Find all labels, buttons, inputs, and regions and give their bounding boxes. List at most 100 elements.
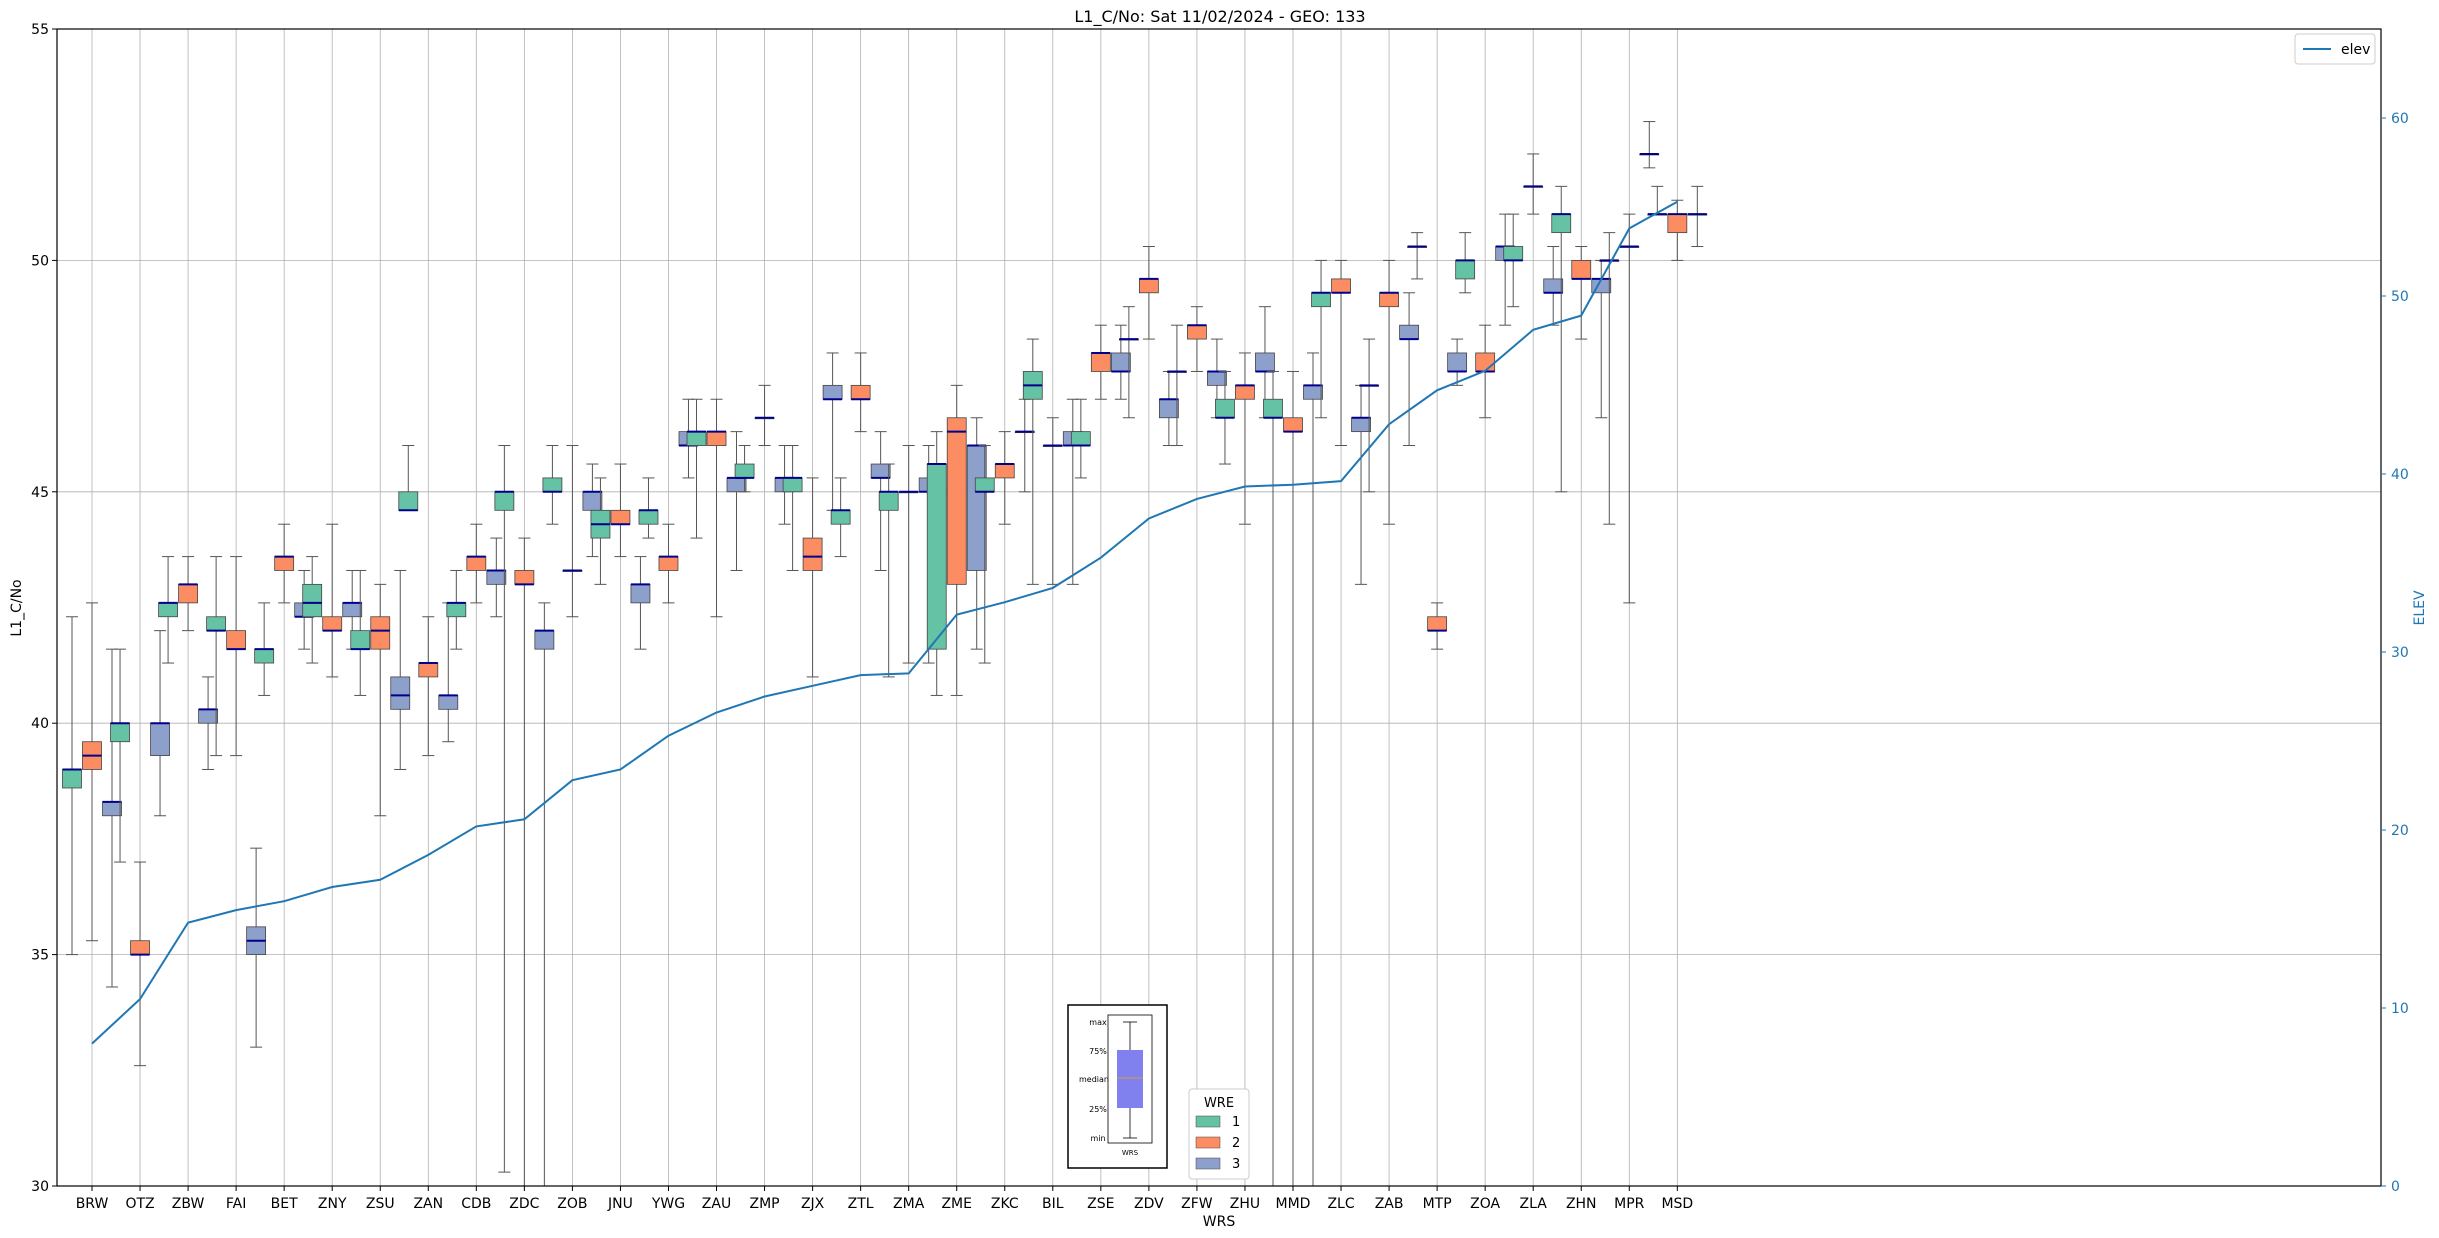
plot-frame: [56, 28, 2382, 1187]
wre-legend-swatch: [1195, 1115, 1221, 1128]
box-wre-2: [226, 630, 247, 650]
box-wre-2: [1427, 616, 1448, 632]
box-wre-2: [850, 384, 871, 400]
box-wre-2: [994, 463, 1015, 479]
box-wre-1: [494, 491, 515, 511]
box-wre-2: [1667, 213, 1688, 234]
x-tick-label: ZKC: [991, 1196, 1019, 1212]
box-wre-3: [870, 463, 891, 479]
wre-legend-label: 2: [1232, 1136, 1240, 1151]
box-wre-2: [322, 616, 343, 632]
y-axis-label: L1_C/No: [9, 579, 25, 636]
box-wre-2: [130, 940, 150, 956]
y2-tick-label: 30: [2391, 645, 2409, 661]
box-wre-2: [1379, 292, 1399, 308]
box-wre-2: [658, 556, 679, 571]
box-wre-2: [1138, 278, 1159, 294]
y2-tick-label: 0: [2391, 1179, 2400, 1195]
x-tick-label: ZBW: [172, 1196, 205, 1212]
box-wre-2: [1475, 352, 1496, 372]
box-guide-q1-label: 25%: [1089, 1105, 1107, 1114]
box-wre-1: [542, 477, 563, 493]
wre-legend-entries: 1 2 3: [1195, 1115, 1240, 1172]
elev-legend-frame: [2294, 33, 2376, 65]
box-wre-1: [1311, 292, 1331, 308]
wre-legend: WRE 1 2 3: [1188, 1088, 1250, 1180]
y2-tick-label: 40: [2391, 467, 2409, 483]
box-guide: max 75% median 25% min WRS: [1067, 1004, 1168, 1169]
x-tick-label: ZLA: [1520, 1196, 1548, 1212]
box-wre-3: [198, 708, 218, 724]
y-tick-label: 45: [31, 485, 49, 501]
x-tick-label: JNU: [607, 1196, 633, 1212]
y2-tick-label: 10: [2391, 1001, 2409, 1017]
y2-tick-label: 50: [2391, 289, 2409, 305]
box-wre-1: [158, 602, 178, 618]
box-wre-1: [878, 491, 899, 511]
x-tick-label: ZSU: [366, 1196, 395, 1212]
x-tick-label: ZAN: [413, 1196, 443, 1212]
box-wre-1: [1503, 246, 1524, 261]
box-wre-1: [830, 509, 851, 525]
x-tick-label: ZNY: [318, 1196, 347, 1212]
box-wre-1: [926, 463, 947, 650]
box-wre-3: [150, 722, 170, 756]
x-tick-label: ZAU: [702, 1196, 731, 1212]
box-wre-2: [514, 570, 535, 585]
chart-title: L1_C/No: Sat 11/02/2024 - GEO: 133: [1074, 7, 1365, 27]
box-plots: [62, 121, 1708, 1187]
x-tick-label: ZTL: [848, 1196, 874, 1212]
box-wre-1: [1215, 398, 1235, 419]
box-wre-1: [1551, 213, 1572, 234]
box-wre-1: [350, 630, 371, 650]
x-axis-label: WRS: [1203, 1214, 1236, 1230]
box-guide-min-label: min: [1090, 1134, 1105, 1143]
x-ticks: BRW OTZ ZBW FAI BET ZNY ZSU ZAN CDB ZDC ZOB JNU YWG Z…: [76, 1186, 1693, 1212]
box-wre-1: [302, 583, 323, 618]
x-tick-label: MPR: [1614, 1196, 1645, 1212]
x-tick-label: ZME: [941, 1196, 972, 1212]
wre-legend-swatch: [1195, 1136, 1221, 1149]
x-tick-label: BRW: [76, 1196, 109, 1212]
y-tick-label: 50: [31, 253, 49, 269]
box-wre-3: [1207, 371, 1227, 386]
box-wre-3: [1255, 352, 1275, 372]
y-tick-label: 55: [31, 22, 49, 38]
box-wre-3: [726, 477, 747, 493]
y-tick-label: 40: [31, 716, 49, 732]
box-wre-3: [486, 570, 507, 585]
box-wre-2: [946, 417, 967, 585]
box-wre-1: [110, 722, 130, 743]
box-wre-2: [1331, 278, 1351, 294]
wre-legend-label: 1: [1232, 1115, 1240, 1130]
box-guide-q3-label: 75%: [1089, 1047, 1107, 1056]
box-wre-1: [734, 463, 755, 479]
box-wre-1: [62, 769, 82, 789]
x-tick-label: ZHU: [1230, 1196, 1260, 1212]
box-wre-1: [974, 477, 995, 493]
elev-legend-label: elev: [2341, 42, 2370, 58]
x-tick-label: ZMA: [893, 1196, 925, 1212]
y2-axis-label: ELEV: [2412, 590, 2428, 625]
box-wre-3: [1158, 398, 1179, 419]
box-wre-3: [342, 602, 363, 618]
box-wre-3: [1303, 384, 1323, 400]
x-tick-label: BET: [271, 1196, 298, 1212]
box-wre-1: [206, 616, 227, 632]
box-wre-3: [630, 583, 651, 604]
box-wre-3: [822, 384, 843, 400]
box-wre-1: [686, 431, 707, 446]
x-tick-label: ZOB: [557, 1196, 587, 1212]
box-wre-2: [610, 509, 631, 525]
x-tick-label: FAI: [226, 1196, 246, 1212]
wre-legend-frame: [1188, 1088, 1250, 1180]
box-wre-3: [534, 630, 555, 650]
box-wre-2: [418, 662, 439, 678]
box-wre-2: [178, 583, 198, 604]
box-wre-3: [966, 445, 987, 571]
box-guide-inner: [1107, 1014, 1153, 1144]
box-wre-1: [1263, 398, 1283, 419]
box-wre-3: [102, 801, 122, 817]
x-tick-label: ZOA: [1470, 1196, 1500, 1212]
